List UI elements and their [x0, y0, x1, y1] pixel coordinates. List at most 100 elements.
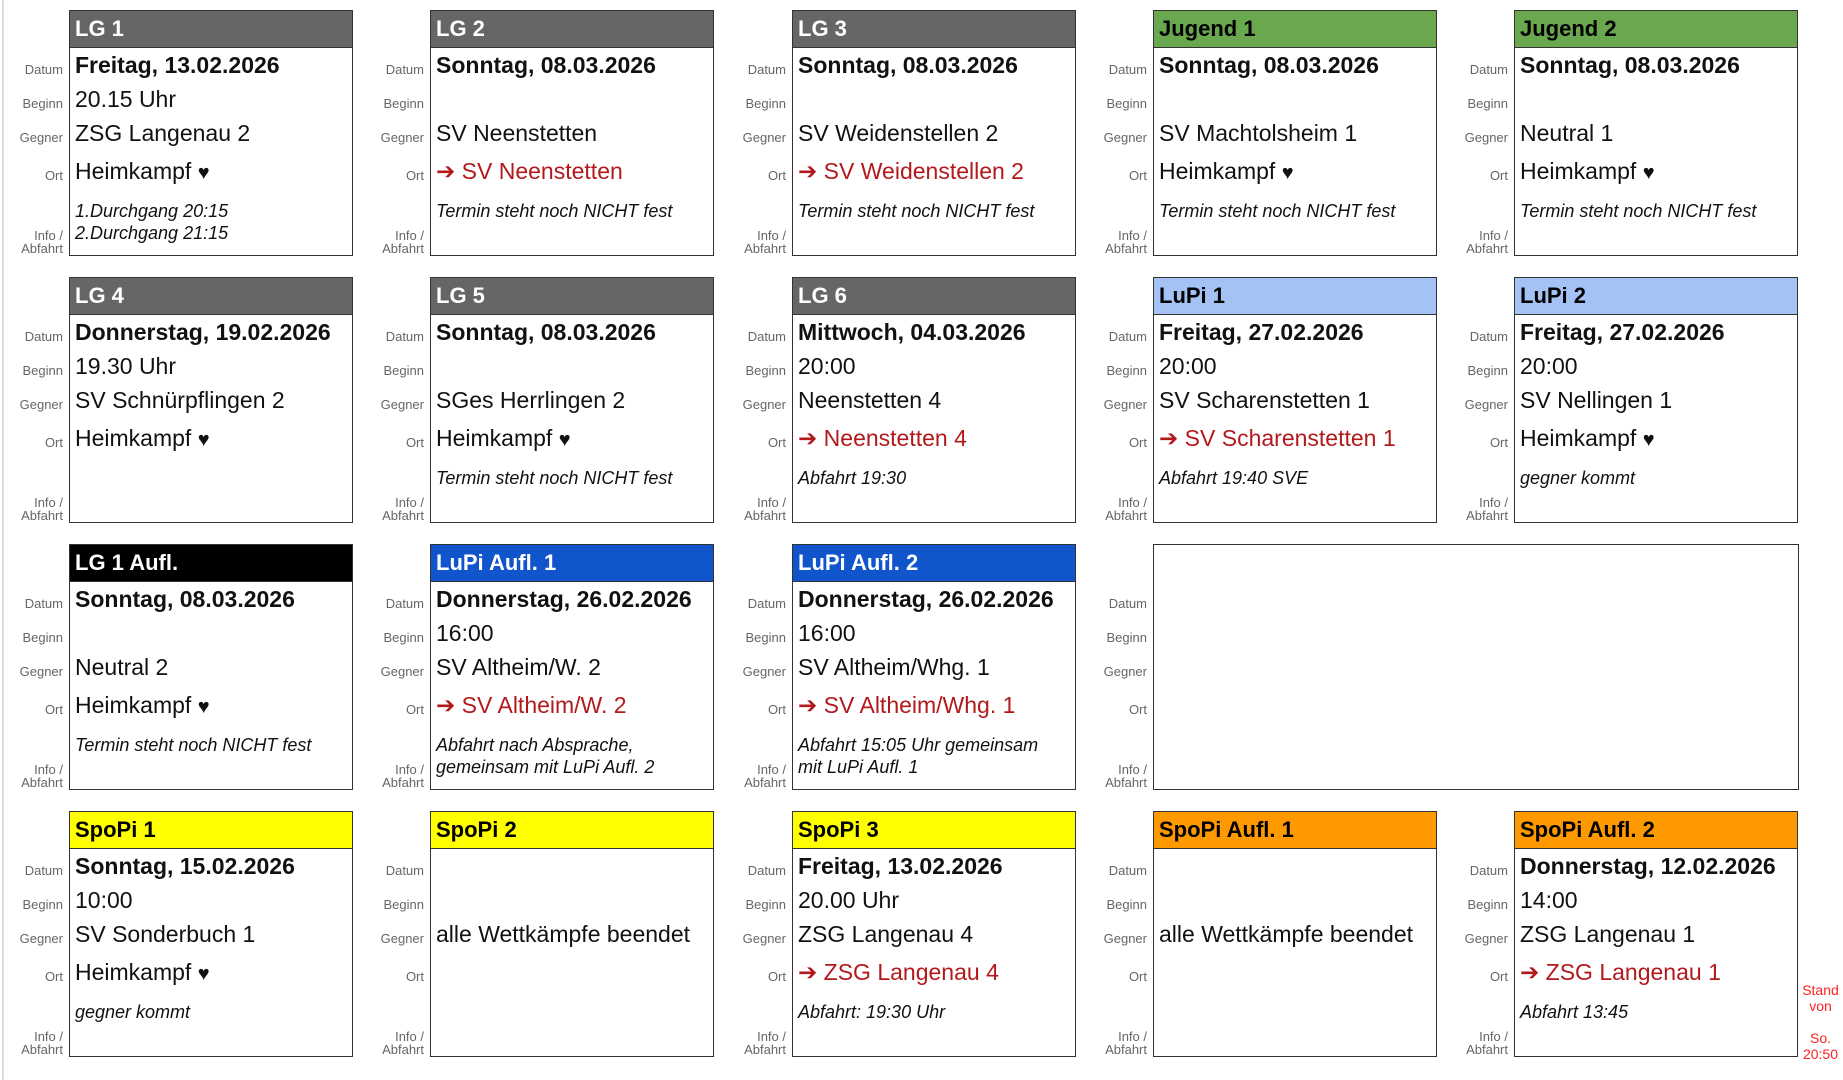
- match-begin: [431, 82, 713, 116]
- label-ort: Ort: [767, 435, 786, 450]
- label-datum: Datum: [385, 863, 424, 878]
- info-text: gegner kommt: [75, 1002, 191, 1022]
- location-text: Heimkampf: [75, 959, 192, 985]
- team-title: LG 5: [431, 278, 713, 315]
- label-beginn: Beginn: [1106, 630, 1147, 645]
- label-datum: Datum: [24, 596, 63, 611]
- label-info: Info / Abfahrt: [382, 228, 424, 256]
- location-text: Heimkampf: [1520, 425, 1637, 451]
- label-datum: Datum: [1108, 62, 1147, 77]
- location-text: SV Neenstetten: [461, 158, 623, 184]
- label-datum: Datum: [747, 329, 786, 344]
- label-ort: Ort: [405, 702, 424, 717]
- label-info: Info / Abfahrt: [382, 495, 424, 523]
- team-title: SpoPi 1: [70, 812, 352, 849]
- match-date: Donnerstag, 26.02.2026: [436, 586, 692, 612]
- location: Heimkampf ♥: [1154, 150, 1436, 192]
- empty-panel: [1153, 544, 1799, 790]
- arrow-right-icon: ➔: [1520, 959, 1540, 985]
- match-begin: 19.30 Uhr: [75, 353, 177, 379]
- location-text: Heimkampf: [75, 692, 192, 718]
- team-title: SpoPi 2: [431, 812, 713, 849]
- label-gegner: Gegner: [380, 130, 424, 145]
- info-text: Abfahrt: 19:30 Uhr: [798, 1002, 946, 1022]
- label-info: Info / Abfahrt: [1105, 228, 1147, 256]
- label-ort: Ort: [1489, 168, 1508, 183]
- info-text: Termin steht noch NICHT fest: [436, 201, 673, 221]
- label-beginn: Beginn: [1467, 96, 1508, 111]
- arrow-right-icon: ➔: [798, 425, 818, 451]
- team-slot: Datum Beginn Gegner Ort Info / Abfahrt LG 6 Mi…: [724, 277, 1078, 525]
- location: Heimkampf ♥: [70, 684, 352, 726]
- page-border: [2, 0, 4, 1080]
- team-slot: Datum Beginn Gegner Ort Info / Abfahrt SpoPi …: [724, 811, 1078, 1059]
- arrow-right-icon: ➔: [436, 158, 456, 184]
- label-beginn: Beginn: [1106, 96, 1147, 111]
- location: ➔ SV Weidenstellen 2: [793, 150, 1075, 192]
- heart-icon: ♥: [197, 963, 210, 985]
- arrow-right-icon: ➔: [1159, 425, 1179, 451]
- match-date: Sonntag, 15.02.2026: [75, 853, 295, 879]
- team-slot: Datum Beginn Gegner Ort Info / Abfahrt: [1085, 544, 1439, 792]
- match-date: Sonntag, 08.03.2026: [436, 52, 656, 78]
- label-gegner: Gegner: [380, 397, 424, 412]
- team-slot: Datum Beginn Gegner Ort Info / Abfahrt SpoPi …: [1085, 811, 1439, 1059]
- location: Heimkampf ♥: [1515, 417, 1797, 459]
- match-begin: 10:00: [75, 887, 133, 913]
- opponent: ZSG Langenau 1: [1520, 921, 1696, 947]
- arrow-right-icon: ➔: [798, 959, 818, 985]
- match-date: Donnerstag, 12.02.2026: [1520, 853, 1776, 879]
- opponent: Neutral 1: [1520, 120, 1614, 146]
- info-text: [431, 993, 713, 1001]
- label-beginn: Beginn: [1106, 897, 1147, 912]
- heart-icon: ♥: [197, 162, 210, 184]
- label-info: Info / Abfahrt: [744, 228, 786, 256]
- team-card: LuPi Aufl. 2 Donnerstag, 26.02.2026 16:00 S…: [792, 544, 1076, 790]
- label-ort: Ort: [44, 969, 63, 984]
- label-datum: Datum: [24, 863, 63, 878]
- location-text: SV Weidenstellen 2: [823, 158, 1024, 184]
- label-ort: Ort: [44, 168, 63, 183]
- label-datum: Datum: [1469, 863, 1508, 878]
- label-ort: Ort: [405, 435, 424, 450]
- opponent: SV Schnürpflingen 2: [75, 387, 285, 413]
- match-begin: [1515, 82, 1797, 116]
- team-slot: Datum Beginn Gegner Ort Info / Abfahrt LuPi 1…: [1085, 277, 1439, 525]
- label-gegner: Gegner: [1464, 931, 1508, 946]
- label-info: Info / Abfahrt: [382, 762, 424, 790]
- arrow-right-icon: ➔: [436, 692, 456, 718]
- location-text: ZSG Langenau 4: [823, 959, 999, 985]
- location-text: Heimkampf: [75, 158, 192, 184]
- label-beginn: Beginn: [22, 363, 63, 378]
- team-slot: Datum Beginn Gegner Ort Info / Abfahrt LuPi 2…: [1446, 277, 1800, 525]
- team-card: SpoPi Aufl. 2 Donnerstag, 12.02.2026 14:00…: [1514, 811, 1798, 1057]
- heart-icon: ♥: [1642, 429, 1655, 451]
- team-slot: Datum Beginn Gegner Ort Info / Abfahrt LG 1 A…: [1, 544, 355, 792]
- location: Heimkampf ♥: [1515, 150, 1797, 192]
- team-card: LG 1 Aufl. Sonntag, 08.03.2026 Neutral 2 He…: [69, 544, 353, 790]
- location-text: SV Altheim/Whg. 1: [823, 692, 1016, 718]
- label-ort: Ort: [767, 702, 786, 717]
- opponent: SV Nellingen 1: [1520, 387, 1673, 413]
- info-text: gegner kommt: [1520, 468, 1636, 488]
- match-begin: 16:00: [798, 620, 856, 646]
- opponent: alle Wettkämpfe beendet: [436, 921, 691, 947]
- opponent: SV Weidenstellen 2: [798, 120, 999, 146]
- team-slot: Datum Beginn Gegner Ort Info / Abfahrt Jugend…: [1085, 10, 1439, 258]
- label-beginn: Beginn: [22, 96, 63, 111]
- location-text: Neenstetten 4: [823, 425, 967, 451]
- heart-icon: ♥: [1642, 162, 1655, 184]
- opponent: SV Scharenstetten 1: [1159, 387, 1370, 413]
- match-begin: 14:00: [1520, 887, 1578, 913]
- label-ort: Ort: [44, 702, 63, 717]
- label-gegner: Gegner: [380, 664, 424, 679]
- label-gegner: Gegner: [742, 931, 786, 946]
- match-begin: 20:00: [1520, 353, 1578, 379]
- label-ort: Ort: [405, 168, 424, 183]
- opponent: SV Sonderbuch 1: [75, 921, 256, 947]
- location: Heimkampf ♥: [431, 417, 713, 459]
- heart-icon: ♥: [1281, 162, 1294, 184]
- label-beginn: Beginn: [383, 897, 424, 912]
- label-gegner: Gegner: [19, 931, 63, 946]
- opponent: SGes Herrlingen 2: [436, 387, 626, 413]
